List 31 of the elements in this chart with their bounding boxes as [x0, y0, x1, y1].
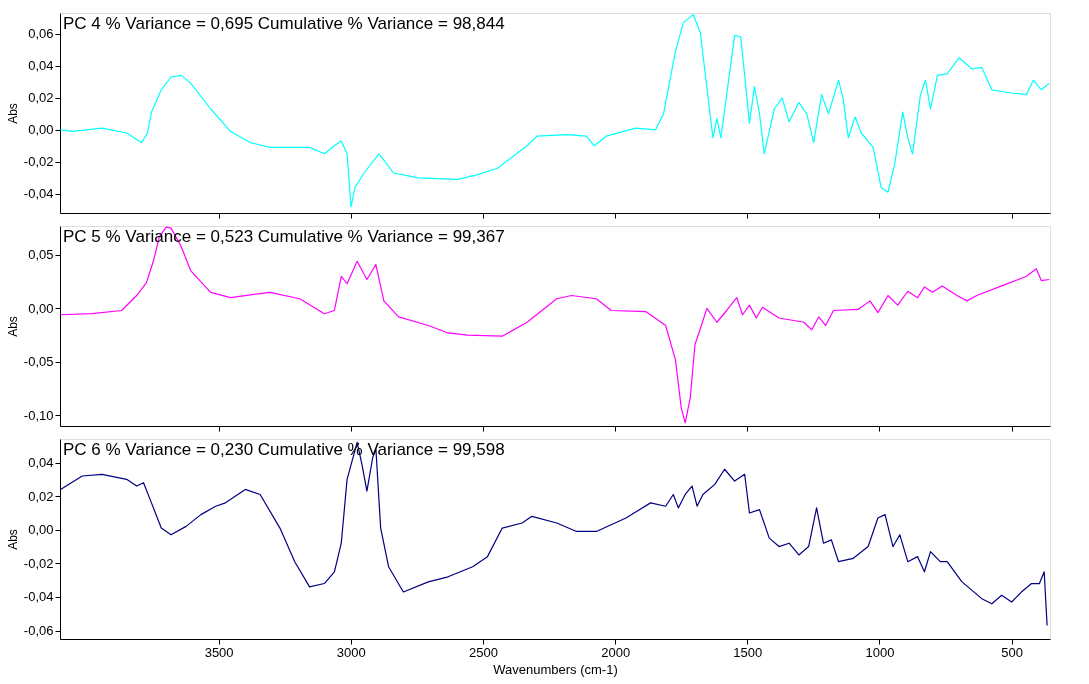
y-tick-label: -0,02	[23, 154, 54, 170]
x-tick-label: 1500	[733, 644, 763, 660]
x-tick-label: 500	[1001, 644, 1024, 660]
y-tick-label: 0,00	[28, 522, 54, 538]
x-tick-label: 2000	[601, 644, 631, 660]
y-tick-label: -0,10	[23, 407, 54, 423]
y-axis-title: Abs	[5, 103, 20, 124]
y-tick-label: 0,05	[28, 247, 54, 263]
y-tick-label: 0,04	[28, 58, 54, 74]
line-series	[60, 14, 1050, 208]
y-tick-label: -0,04	[23, 589, 54, 605]
y-tick-label: 0,02	[28, 90, 54, 106]
y-tick-label: -0,04	[23, 186, 54, 202]
y-tick-label: 0,00	[28, 300, 54, 316]
x-axis-title: Wavenumbers (cm-1)	[493, 661, 618, 677]
y-tick-label: -0,06	[23, 623, 54, 639]
y-tick-label: 0,02	[28, 488, 54, 504]
x-tick-label: 1000	[865, 644, 895, 660]
y-tick-label: 0,06	[28, 26, 54, 42]
x-tick-label: 2500	[469, 644, 498, 660]
x-tick-label: 3000	[336, 644, 366, 660]
y-tick-label: -0,02	[23, 555, 54, 571]
chart-title: PC 4 % Variance = 0,695 Cumulative % Variance = 98,844	[63, 14, 505, 33]
x-tick-label: 3500	[204, 644, 234, 660]
y-axis-title: Abs	[5, 529, 20, 550]
y-axis-title: Abs	[5, 316, 20, 337]
line-series	[60, 226, 1050, 424]
y-tick-label: 0,00	[28, 122, 54, 138]
line-series	[60, 441, 1048, 627]
y-tick-label: 0,04	[28, 455, 54, 471]
y-tick-label: -0,05	[23, 354, 54, 370]
